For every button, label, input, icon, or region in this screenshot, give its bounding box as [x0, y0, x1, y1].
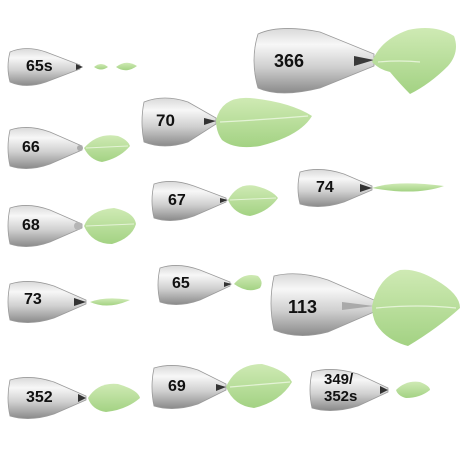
- tip-113: 113: [268, 268, 464, 348]
- piping-tip-icon: [7, 127, 83, 169]
- tip-label: 113: [288, 297, 318, 317]
- tip-70: 70: [140, 94, 320, 150]
- tip-66: 66: [6, 124, 136, 172]
- piping-tip-icon: [270, 273, 375, 336]
- piping-tip-icon: [7, 377, 87, 419]
- tip-label: 69: [168, 378, 186, 395]
- piping-tip-icon: [297, 169, 373, 207]
- tip-label: 65s: [26, 58, 53, 75]
- piping-tip-icon: [151, 181, 228, 221]
- tip-label-line2: 352s: [324, 388, 358, 405]
- tip-65s: 65s: [6, 42, 137, 92]
- leaf-icon: [372, 28, 456, 94]
- tip-68: 68: [6, 202, 141, 250]
- tip-73: 73: [6, 278, 136, 326]
- piping-tip-icon: [151, 365, 227, 409]
- tip-label: 70: [156, 111, 175, 130]
- tip-67: 67: [150, 178, 280, 224]
- leaf-icon: [234, 275, 262, 291]
- tip-label: 73: [24, 291, 42, 308]
- tip-label: 68: [22, 217, 40, 234]
- leaf-icon: [372, 183, 444, 192]
- leaf-icon: [84, 135, 130, 162]
- tip-74: 74: [296, 166, 446, 210]
- leaf-icon: [88, 383, 140, 412]
- tip-label: 66: [22, 139, 40, 156]
- piping-tip-icon: [157, 265, 232, 305]
- leaf-icon: [396, 381, 430, 398]
- leaf-icon: [216, 97, 312, 148]
- leaf-icon: [94, 62, 137, 71]
- piping-tip-icon: [7, 205, 83, 247]
- leaf-icon: [90, 298, 130, 306]
- tip-label: 352: [26, 389, 53, 406]
- tip-352: 352: [6, 374, 146, 422]
- leaf-icon: [228, 185, 278, 216]
- tip-label-line1: 349/: [324, 371, 354, 388]
- tip-label: 366: [274, 51, 305, 71]
- leaf-icon: [372, 269, 460, 346]
- piping-tip-icon: [141, 97, 217, 147]
- tip-69: 69: [150, 362, 296, 412]
- tip-349-352s: 349/ 352s: [308, 366, 436, 414]
- tip-label: 74: [316, 179, 334, 196]
- piping-tip-icon: [7, 281, 87, 323]
- piping-tip-icon: [253, 28, 375, 94]
- leaf-icon: [84, 208, 136, 244]
- tip-label: 67: [168, 192, 186, 209]
- tip-366: 366: [250, 22, 460, 100]
- tip-label: 65: [172, 275, 190, 292]
- leaf-icon: [226, 364, 292, 408]
- tip-65: 65: [156, 262, 266, 308]
- piping-tip-icon: [309, 369, 389, 411]
- piping-tip-icon: [7, 48, 83, 86]
